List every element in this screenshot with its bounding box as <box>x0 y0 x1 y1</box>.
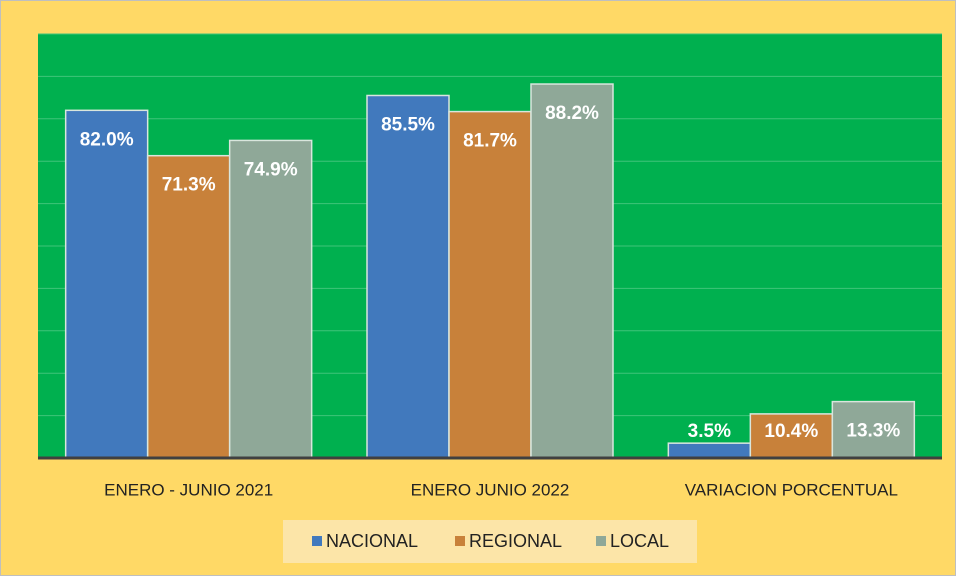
data-label: 10.4% <box>764 421 818 442</box>
data-label: 85.5% <box>381 114 435 135</box>
legend-swatch <box>312 536 322 546</box>
bar <box>64 109 149 459</box>
bar <box>530 83 614 459</box>
legend-swatch <box>596 536 606 546</box>
bar <box>146 154 231 459</box>
data-label: 71.3% <box>162 175 216 196</box>
legend-swatch <box>455 536 465 546</box>
data-label: 74.9% <box>244 159 298 180</box>
x-tick-label: ENERO JUNIO 2022 <box>411 480 570 499</box>
legend-box <box>283 520 697 563</box>
legend-label: NACIONAL <box>326 531 418 551</box>
bar <box>366 94 450 459</box>
bar <box>667 442 752 459</box>
legend-label: LOCAL <box>610 531 669 551</box>
bar <box>448 110 532 459</box>
data-label: 81.7% <box>463 131 517 152</box>
data-label: 13.3% <box>846 421 900 442</box>
data-label: 3.5% <box>688 421 731 442</box>
data-label: 88.2% <box>545 103 599 124</box>
x-tick-label: ENERO - JUNIO 2021 <box>104 480 273 499</box>
x-tick-label: VARIACION PORCENTUAL <box>685 480 898 499</box>
legend-label: REGIONAL <box>469 531 562 551</box>
bar <box>831 400 916 459</box>
data-label: 82.0% <box>80 129 134 150</box>
bar <box>228 139 313 459</box>
